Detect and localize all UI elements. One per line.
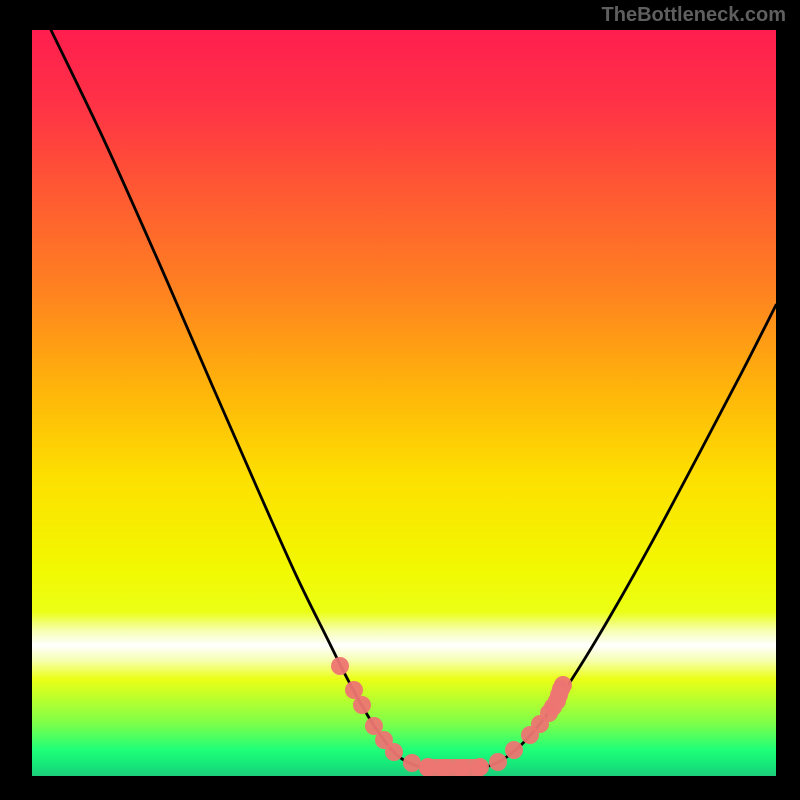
data-marker [489, 753, 507, 771]
left-curve [51, 30, 428, 768]
chart-svg [32, 30, 776, 776]
data-marker [353, 696, 371, 714]
plot-area [32, 30, 776, 776]
chart-container: { "watermark": { "text": "TheBottleneck.… [0, 0, 800, 800]
data-marker [554, 676, 572, 694]
watermark-text: TheBottleneck.com [602, 4, 786, 27]
data-marker [403, 754, 421, 772]
data-marker [385, 743, 403, 761]
data-marker [331, 657, 349, 675]
data-marker [505, 741, 523, 759]
right-curve [478, 305, 776, 768]
